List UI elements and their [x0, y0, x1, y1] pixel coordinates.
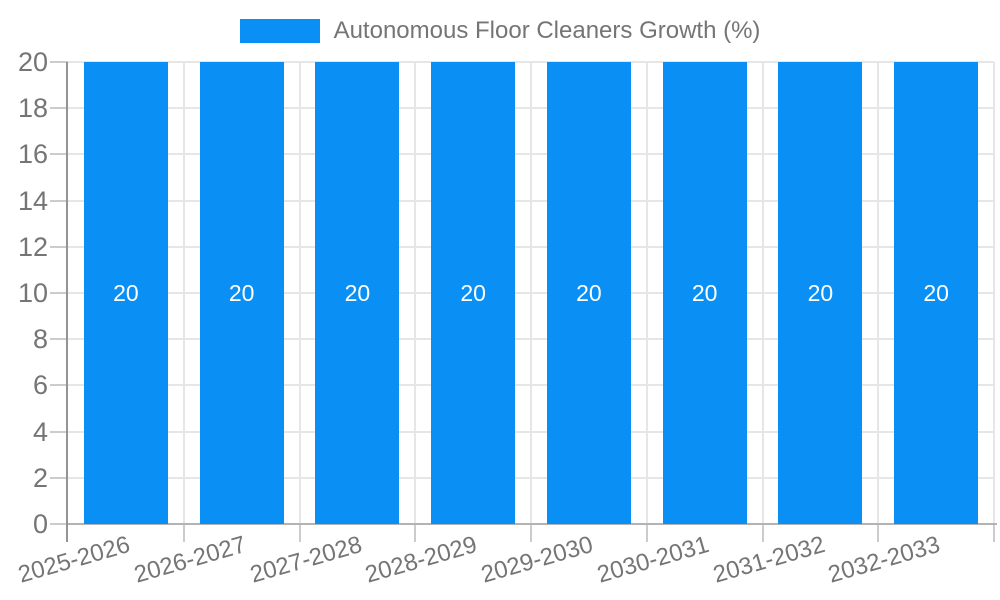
bar[interactable]: [894, 62, 979, 524]
gridline-vertical: [761, 62, 764, 524]
bar-value-label: 20: [691, 280, 718, 306]
y-axis-label: 8: [32, 324, 48, 355]
y-axis-tick: [50, 292, 68, 294]
x-axis-tick: [645, 524, 648, 542]
bar-value-label: 20: [807, 280, 834, 306]
y-axis-tick: [50, 523, 68, 525]
bar-value-label: 20: [228, 280, 255, 306]
y-axis-label: 14: [17, 185, 48, 216]
y-axis-line: [66, 62, 68, 542]
bar[interactable]: [83, 62, 168, 524]
chart-legend: Autonomous Floor Cleaners Growth (%): [0, 18, 1000, 44]
legend-color-swatch[interactable]: [239, 19, 320, 43]
bar[interactable]: [546, 62, 631, 524]
y-axis-tick: [50, 384, 68, 387]
bar[interactable]: [662, 62, 747, 524]
x-axis-label: 2028-2029: [362, 531, 481, 589]
bar[interactable]: [431, 62, 516, 524]
bar-value-label: 20: [344, 280, 371, 306]
gridline-vertical: [645, 62, 648, 524]
bar[interactable]: [778, 62, 863, 524]
y-axis-tick: [50, 107, 68, 110]
x-axis-tick: [993, 524, 995, 542]
gridline-vertical: [530, 62, 532, 524]
x-axis-tick: [530, 524, 532, 542]
x-axis-line: [68, 523, 997, 525]
y-axis-label: 12: [17, 231, 48, 262]
gridline-vertical: [298, 62, 301, 524]
y-axis-tick: [50, 199, 68, 202]
x-axis-tick: [298, 524, 301, 542]
gridline-vertical: [877, 62, 880, 524]
x-axis-label: 2029-2030: [478, 531, 597, 589]
x-axis-tick: [182, 524, 185, 542]
y-axis-label: 6: [32, 370, 48, 401]
bar-value-label: 20: [923, 280, 949, 306]
y-axis-label: 2: [32, 462, 48, 493]
x-axis-tick: [761, 524, 764, 542]
y-axis-label: 0: [32, 509, 48, 539]
y-axis-tick: [50, 245, 68, 248]
y-axis-tick: [50, 476, 68, 479]
bar-value-label: 20: [460, 280, 486, 306]
x-axis-tick: [414, 524, 417, 542]
y-axis-label: 10: [17, 278, 48, 308]
x-axis-label: 2027-2028: [246, 531, 365, 589]
gridline-vertical: [993, 62, 995, 524]
bar[interactable]: [199, 62, 284, 524]
x-axis-label: 2030-2031: [594, 531, 712, 589]
x-axis-label: 2025-2026: [15, 531, 134, 589]
x-axis-label: 2031-2032: [709, 531, 828, 589]
y-axis-tick: [50, 338, 68, 341]
x-axis-tick: [877, 524, 880, 542]
bar[interactable]: [315, 62, 400, 524]
gridline-vertical: [414, 62, 417, 524]
y-axis-tick: [50, 430, 68, 433]
y-axis-tick: [50, 61, 68, 63]
bar-value-label: 20: [576, 280, 602, 306]
legend-series-label[interactable]: Autonomous Floor Cleaners Growth (%): [333, 17, 761, 44]
gridline-vertical: [182, 62, 185, 524]
y-axis-label: 16: [17, 139, 48, 170]
y-axis-label: 18: [17, 93, 48, 124]
y-axis-tick: [50, 153, 68, 156]
y-axis-label: 20: [17, 47, 48, 77]
bar-value-label: 20: [113, 280, 139, 306]
y-axis-label: 4: [32, 416, 48, 447]
x-axis-label: 2026-2027: [131, 531, 249, 589]
x-axis-label: 2032-2033: [825, 531, 944, 589]
